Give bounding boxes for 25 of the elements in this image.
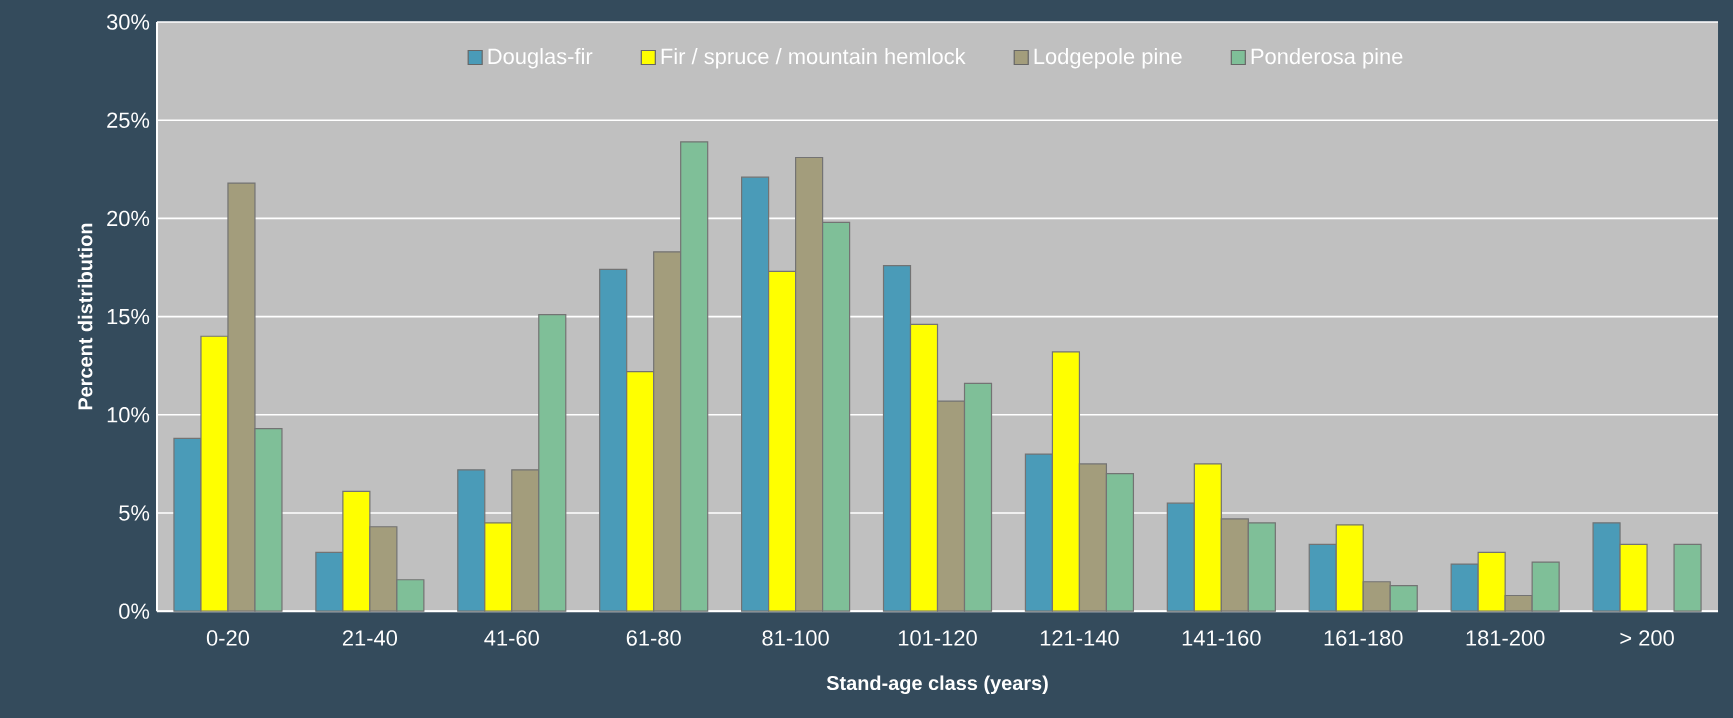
legend-label: Ponderosa pine: [1251, 48, 1403, 69]
x-tick-label: 141-160: [1182, 630, 1261, 646]
x-tick-label: 161-180: [1324, 630, 1403, 646]
y-tick-label: 10%: [107, 407, 150, 423]
y-tick-label: 15%: [107, 308, 150, 325]
x-tick-label: 21-40: [342, 630, 398, 646]
y-tick-label: 25%: [107, 112, 150, 128]
y-tick-label: 20%: [107, 210, 150, 227]
x-axis-title: Stand-age class (years): [826, 675, 1048, 695]
y-tick-label: 30%: [106, 14, 150, 30]
x-tick-label: > 200: [1620, 630, 1674, 646]
legend-label: Douglas-fir: [488, 48, 593, 69]
y-tick-label: 0%: [119, 603, 150, 619]
x-tick-label: 121-140: [1040, 630, 1119, 646]
x-tick-label: 81-100: [762, 630, 829, 646]
x-tick-label: 61-80: [626, 630, 681, 646]
x-tick-label: 181-200: [1466, 630, 1545, 646]
bar: [1673, 543, 1702, 612]
x-tick-label: 41-60: [484, 630, 539, 646]
x-tick-label: 101-120: [898, 630, 977, 646]
legend-label: Lodgepole pine: [1034, 48, 1182, 69]
legend-label: Fir / spruce / mountain hemlock: [661, 48, 966, 69]
y-tick-label: 5%: [119, 505, 150, 521]
y-axis-title: Percent distribution: [77, 223, 93, 410]
x-tick-label: 0-20: [206, 630, 250, 646]
